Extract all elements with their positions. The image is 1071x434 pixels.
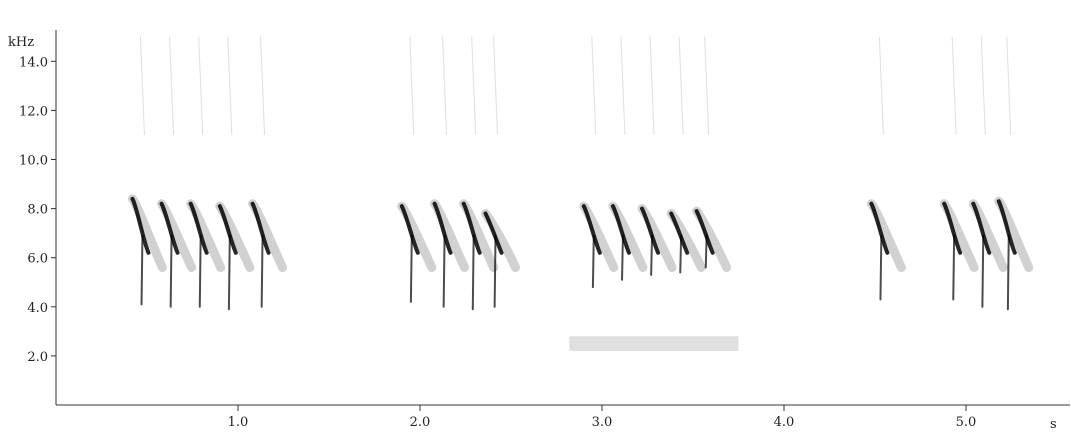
note-downstroke — [952, 234, 956, 301]
x-tick-label: 4.0 — [774, 415, 795, 430]
note-harmonic — [169, 36, 175, 135]
y-axis-unit-label: kHz — [8, 35, 34, 50]
song-note — [186, 36, 226, 308]
note-downstroke — [493, 234, 497, 308]
note-downstroke — [409, 234, 413, 303]
note-downstroke — [704, 234, 708, 269]
note-harmonic — [493, 36, 499, 135]
note-harmonic — [620, 36, 626, 135]
note-sweep — [250, 201, 271, 255]
notes-layer — [127, 36, 1034, 311]
note-downstroke — [981, 234, 985, 308]
note-sweep — [996, 199, 1017, 255]
note-sweep — [461, 201, 482, 255]
song-note — [215, 36, 255, 311]
note-sweep — [188, 201, 209, 255]
note-downstroke — [621, 234, 624, 281]
noise-layer — [569, 336, 739, 351]
note-sweep — [130, 196, 151, 255]
x-tick-label: 2.0 — [410, 415, 431, 430]
note-harmonic — [649, 36, 655, 135]
note-harmonic — [591, 36, 597, 135]
song-note — [397, 36, 437, 303]
note-sweep — [581, 204, 602, 255]
note-sweep — [217, 204, 238, 255]
song-note — [939, 36, 979, 301]
song-note — [459, 36, 499, 311]
x-axis-ticks: 1.0 2.0 3.0 4.0 5.0 — [228, 405, 977, 430]
note-sweep — [669, 211, 690, 255]
note-downstroke — [227, 234, 231, 311]
note-harmonic — [227, 36, 233, 135]
note-harmonic — [442, 36, 448, 135]
note-downstroke — [679, 234, 683, 274]
noise-band — [569, 336, 739, 351]
note-sweep — [640, 206, 661, 255]
note-downstroke — [442, 234, 446, 308]
note-downstroke — [260, 234, 264, 308]
note-sweep — [159, 201, 180, 255]
x-axis-unit-label: s — [1050, 417, 1057, 432]
note-downstroke — [1006, 234, 1010, 311]
song-note — [579, 36, 619, 289]
x-tick-label: 1.0 — [228, 415, 249, 430]
note-harmonic — [704, 36, 710, 135]
y-tick-label: 2.0 — [27, 350, 48, 365]
y-tick-label: 12.0 — [19, 104, 48, 119]
y-tick-label: 8.0 — [27, 203, 48, 218]
song-note — [994, 36, 1034, 311]
note-harmonic — [951, 36, 957, 135]
song-note — [968, 36, 1008, 308]
note-harmonic — [678, 36, 684, 135]
note-harmonic — [260, 36, 266, 135]
note-downstroke — [879, 234, 883, 301]
x-tick-label: 5.0 — [956, 415, 977, 430]
note-harmonic — [1006, 36, 1012, 135]
note-sweep — [432, 201, 453, 255]
x-tick-label: 3.0 — [592, 415, 613, 430]
note-sweep — [610, 204, 631, 255]
note-downstroke — [169, 234, 173, 308]
note-harmonic — [980, 36, 986, 135]
song-note — [481, 36, 521, 308]
note-sweep — [869, 201, 890, 255]
note-downstroke — [591, 234, 595, 289]
song-note — [666, 36, 706, 274]
note-sweep — [942, 201, 963, 255]
song-note — [248, 36, 288, 308]
note-downstroke — [650, 234, 654, 276]
note-downstroke — [140, 234, 144, 306]
note-sweep — [971, 201, 992, 255]
y-tick-label: 4.0 — [27, 301, 48, 316]
note-harmonic — [139, 36, 145, 135]
note-downstroke — [198, 234, 202, 308]
song-note — [127, 36, 167, 306]
note-harmonic — [471, 36, 477, 135]
note-harmonic — [409, 36, 415, 135]
note-harmonic — [198, 36, 204, 135]
y-tick-label: 10.0 — [19, 154, 48, 169]
song-note — [692, 36, 732, 273]
note-sweep — [399, 204, 420, 255]
y-axis-ticks: 2.0 4.0 6.0 8.0 10.0 12.0 14.0 — [19, 55, 56, 365]
note-downstroke — [471, 234, 475, 311]
song-note — [866, 36, 906, 301]
song-note — [430, 36, 470, 308]
song-note — [637, 36, 677, 276]
y-tick-label: 14.0 — [19, 55, 48, 70]
song-note — [608, 36, 648, 281]
y-tick-label: 6.0 — [27, 252, 48, 267]
note-sweep — [694, 209, 715, 255]
note-harmonic — [878, 36, 884, 135]
song-note — [157, 36, 197, 308]
note-sweep — [483, 211, 504, 255]
